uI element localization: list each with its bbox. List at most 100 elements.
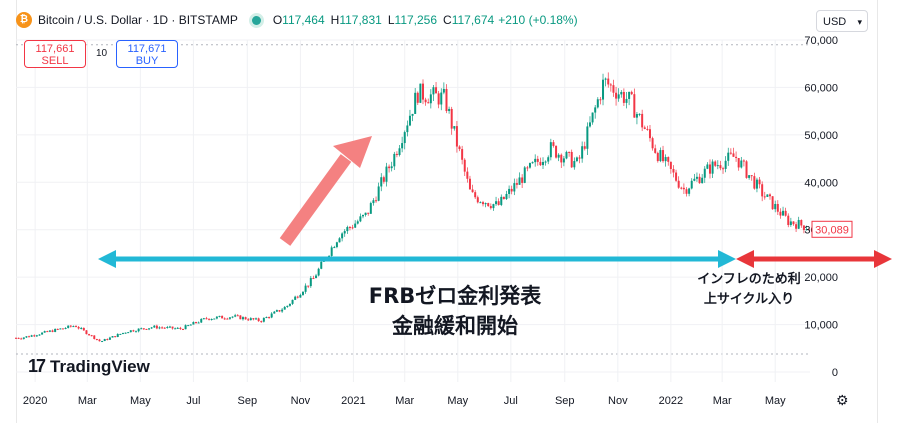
sell-button[interactable]: 117,661 SELL [24,40,86,68]
candle-body [513,183,516,192]
candle-body [539,161,542,166]
x-tick-label: 2020 [23,395,47,407]
candle-body [422,83,425,100]
candle-body [643,127,646,129]
candle-body [85,330,88,335]
candle-body [59,328,62,330]
candle-body [461,149,464,160]
candle-body [805,229,808,231]
candle-body [628,91,631,99]
candle-body [231,316,234,318]
candle-body [239,315,242,320]
candle-body [463,159,466,172]
candle-body [309,278,312,287]
y-tick-label: 0 [832,367,838,379]
candle-body [688,188,691,194]
candle-body [526,167,529,169]
candle-body [604,78,607,80]
buy-button[interactable]: 117,671 BUY [116,40,178,68]
candle-body [137,328,140,332]
tradingview-logo-icon: 17 [28,356,46,376]
currency-select[interactable]: USD ▾ [816,10,868,32]
candle-body [458,146,461,150]
candle-body [521,177,524,183]
chevron-down-icon: ▾ [857,17,862,27]
candle-body [562,158,565,163]
candle-body [758,179,761,185]
candle-body [200,318,203,323]
candle-body [669,161,672,169]
candle-body [716,165,719,167]
candle-body [544,161,547,163]
tightening-arrow-right-head [874,250,892,268]
candle-body [635,114,638,118]
candle-body [77,326,80,329]
candle-body [411,113,414,116]
candle-body [450,108,453,129]
candle-body [223,318,226,320]
candle-body [568,151,571,153]
candle-body [594,107,597,113]
candle-body [382,177,385,182]
candle-body [228,317,231,319]
candle-body [286,305,289,307]
candle-body [380,177,383,187]
market-status-icon [251,15,261,25]
candle-body [221,315,224,319]
candle-body [388,166,391,169]
tradingview-logo[interactable]: 17 TradingView [28,356,150,377]
change-value: +210 (+0.18%) [498,13,578,27]
candle-body [502,196,505,200]
candle-body [787,215,790,226]
candle-body [703,168,706,178]
candle-body [343,231,346,234]
candle-body [354,223,357,228]
symbol-title[interactable]: Bitcoin / U.S. Dollar · 1D · BITSTAMP [38,13,238,27]
candle-body [150,327,153,329]
candle-body [168,326,171,328]
candle-body [296,296,299,298]
candle-body [64,327,67,329]
candle-body [706,164,709,169]
candle-body [364,212,367,215]
candle-body [148,328,151,330]
candle-body [155,325,158,329]
candle-body [523,167,526,183]
candle-body [445,88,448,112]
y-tick-label: 70,000 [804,35,838,47]
candle-body [226,318,229,320]
candle-body [633,94,636,118]
candle-body [659,150,662,162]
candle-body [607,78,610,85]
settings-icon[interactable]: ⚙ [836,392,849,408]
low-label: L [387,13,395,27]
candle-body [179,327,182,330]
candle-body [377,186,380,201]
candle-body [255,318,258,320]
candle-body [424,99,427,103]
y-tick-label: 50,000 [804,130,838,142]
candle-body [304,285,307,292]
candle-body [93,335,96,339]
candle-body [356,221,359,224]
open-label: O [272,13,283,27]
candle-body [338,238,341,243]
candle-body [711,161,714,174]
candle-body [575,157,578,162]
candle-body [448,108,451,112]
candle-body [22,337,25,339]
candle-body [615,92,618,99]
candle-body [291,299,294,304]
candle-body [609,84,612,86]
annotation-main-line2: 金融緩和開始 [391,314,518,338]
candle-body [755,179,758,189]
buy-label: BUY [135,55,159,67]
candle-body [419,83,422,103]
candle-body [171,326,174,329]
candle-body [675,172,678,181]
candle-body [662,150,665,162]
candle-body [348,227,351,229]
candle-body [403,132,406,144]
candle-body [351,227,354,229]
